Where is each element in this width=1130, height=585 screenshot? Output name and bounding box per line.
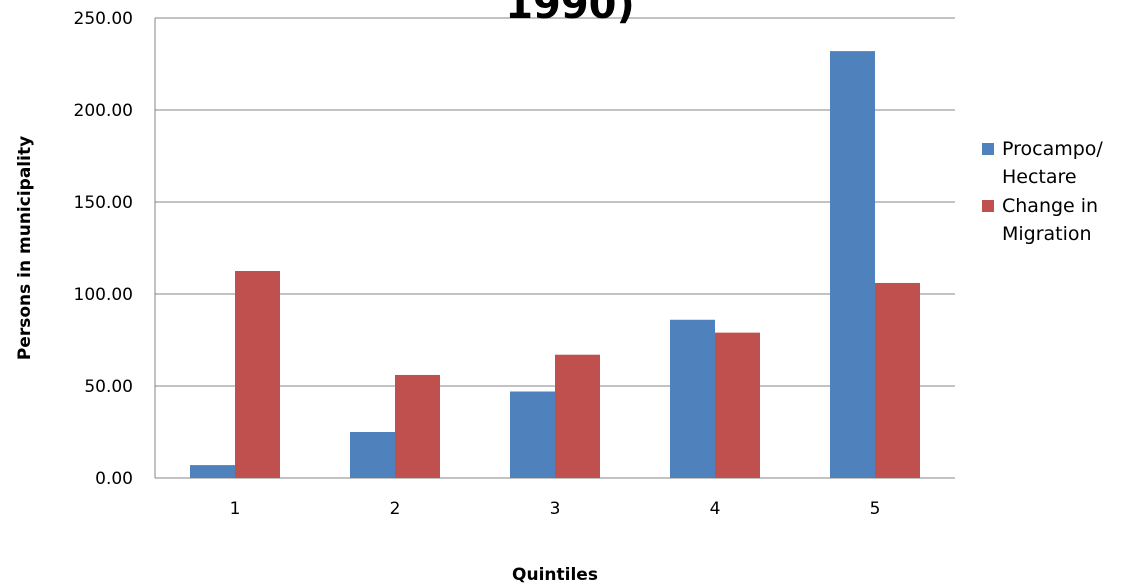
bar-procampo-hectare-1 [190,465,235,478]
bar-procampo-hectare-4 [670,319,715,478]
y-tick-label: 150.00 [74,193,133,213]
y-tick-label: 0.00 [95,469,133,489]
x-tick-labels: 1 2 3 4 5 [230,499,881,519]
y-axis-title: Persons in municipality [15,136,35,360]
legend-label: Change in Migration [1002,195,1098,245]
x-tick-label: 4 [710,499,721,519]
legend-swatch [982,143,994,155]
y-tick-label: 250.00 [74,9,133,29]
bar-change-in-migration-2 [395,374,440,478]
bar-procampo-hectare-2 [350,432,395,478]
x-tick-label: 2 [390,499,401,519]
x-tick-label: 5 [870,499,881,519]
bar-procampo-hectare-5 [830,51,875,479]
bars [190,51,920,479]
bar-change-in-migration-1 [235,271,280,478]
chart-title: 1990) [505,0,635,28]
bar-change-in-migration-5 [875,282,920,478]
x-tick-label: 3 [550,499,561,519]
legend-label: Procampo/Hectare [1002,138,1103,188]
gridlines [154,17,955,479]
bar-change-in-migration-3 [555,354,600,478]
y-tick-label: 100.00 [74,285,133,305]
legend: Procampo/Hectare Change in Migration [982,138,1103,245]
y-tick-labels: 0.00 50.00 100.00 150.00 200.00 250.00 [74,9,133,489]
x-axis-title: Quintiles [512,565,598,585]
bar-change-in-migration-4 [715,332,760,478]
legend-swatch [982,200,994,212]
bar-procampo-hectare-3 [510,391,555,478]
x-tick-label: 1 [230,499,241,519]
y-tick-label: 200.00 [74,101,133,121]
y-tick-label: 50.00 [84,377,133,397]
